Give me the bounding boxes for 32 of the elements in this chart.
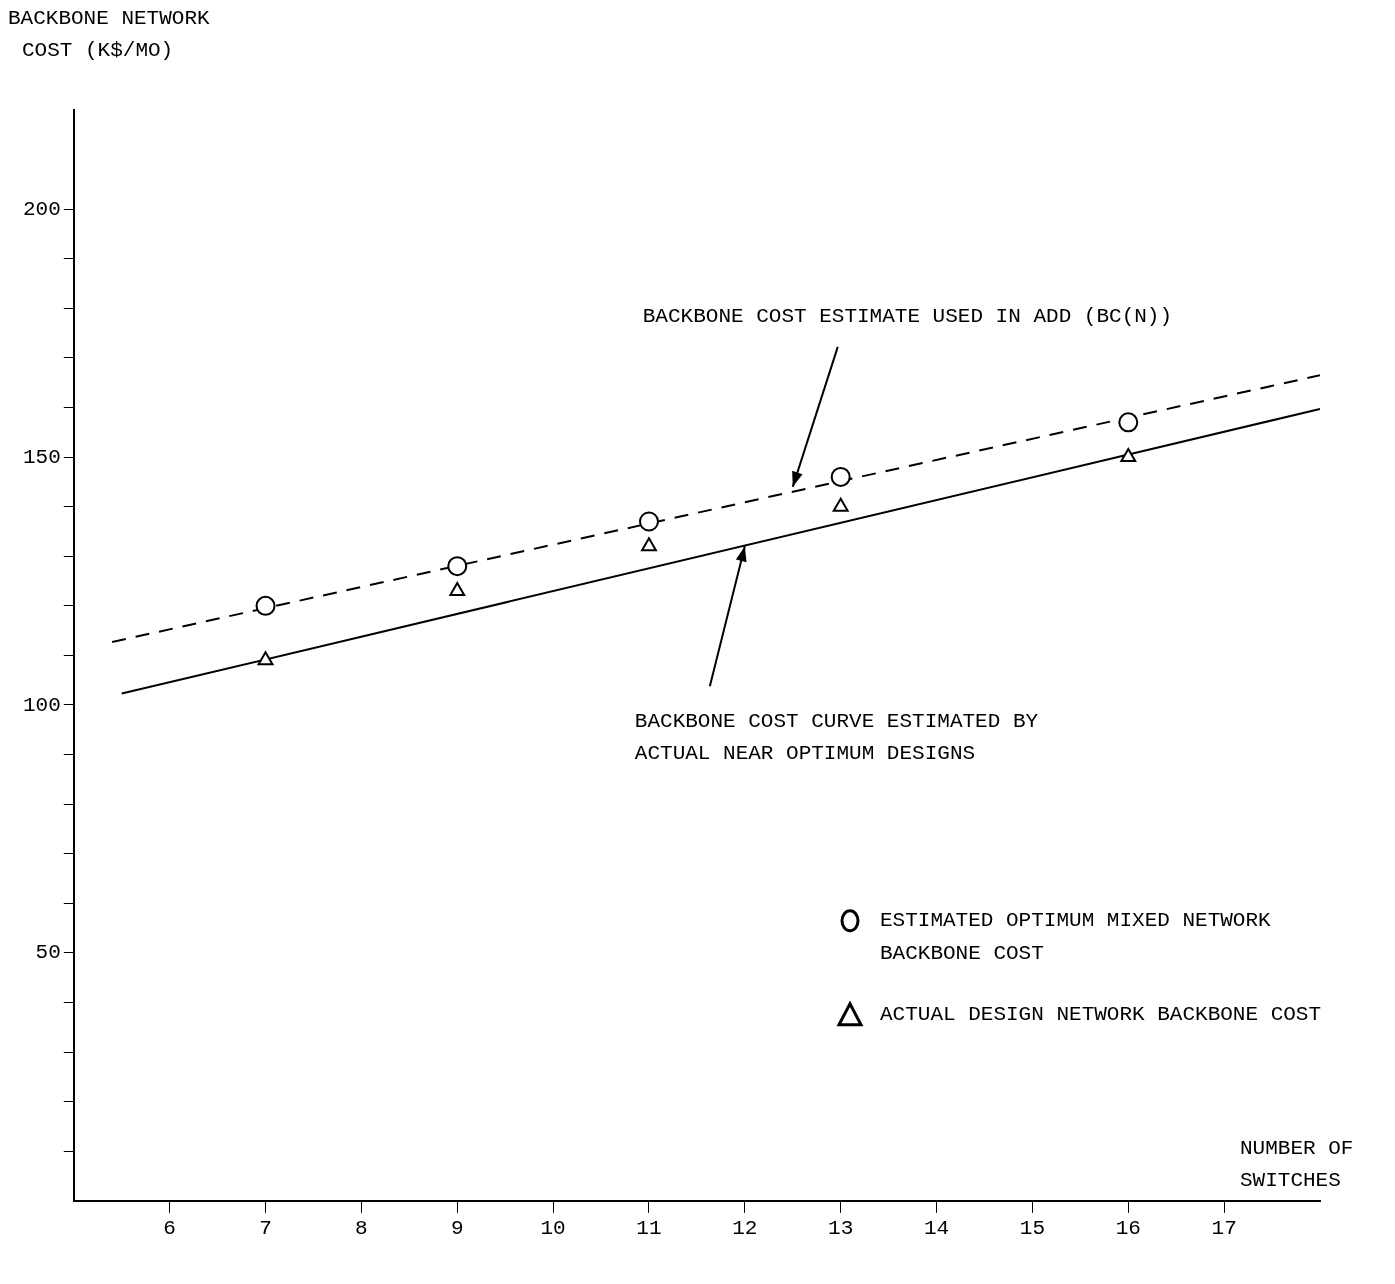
x-tick-label: 9: [450, 1216, 464, 1240]
legend-label: ESTIMATED OPTIMUM MIXED NETWORK BACKBONE COST: [880, 909, 1272, 966]
annotation: BACKBONE COST CURVE ESTIMATED BY ACTUAL NEAR OPTIMUM DESIGNS: [634, 709, 1039, 765]
x-tick-label: 10: [540, 1216, 566, 1240]
x-tick-label: 16: [1115, 1216, 1141, 1240]
point: [255, 595, 276, 616]
x-axis-title: NUMBER OF SWITCHES: [1240, 1137, 1354, 1193]
point: [257, 651, 274, 666]
annotation: BACKBONE COST ESTIMATE USED IN ADD (BC(N)): [642, 305, 1173, 329]
legend-label: ACTUAL DESIGN NETWORK BACKBONE COST: [880, 1003, 1322, 1027]
point: [447, 556, 468, 577]
x-tick-label: 8: [355, 1216, 368, 1240]
y-tick-label: 50: [35, 941, 61, 965]
y-axis-title: BACKBONE NETWORK COST (K$/MO): [8, 6, 211, 62]
y-tick-label: 200: [22, 197, 61, 221]
y-tick-label: 100: [22, 693, 61, 717]
point: [449, 581, 466, 596]
point: [830, 466, 851, 487]
x-tick-label: 14: [923, 1216, 950, 1240]
x-tick-label: 17: [1211, 1216, 1237, 1240]
point: [638, 511, 659, 532]
point: [1120, 448, 1137, 463]
x-tick-label: 15: [1019, 1216, 1046, 1240]
point: [641, 537, 657, 552]
point: [1118, 412, 1139, 433]
point: [832, 497, 849, 512]
x-tick-label: 11: [636, 1216, 662, 1240]
x-tick-label: 7: [259, 1216, 272, 1240]
y-tick-label: 150: [22, 445, 61, 469]
x-tick-label: 12: [732, 1216, 758, 1240]
x-tick-label: 13: [828, 1216, 854, 1240]
x-tick-label: 6: [163, 1216, 176, 1240]
